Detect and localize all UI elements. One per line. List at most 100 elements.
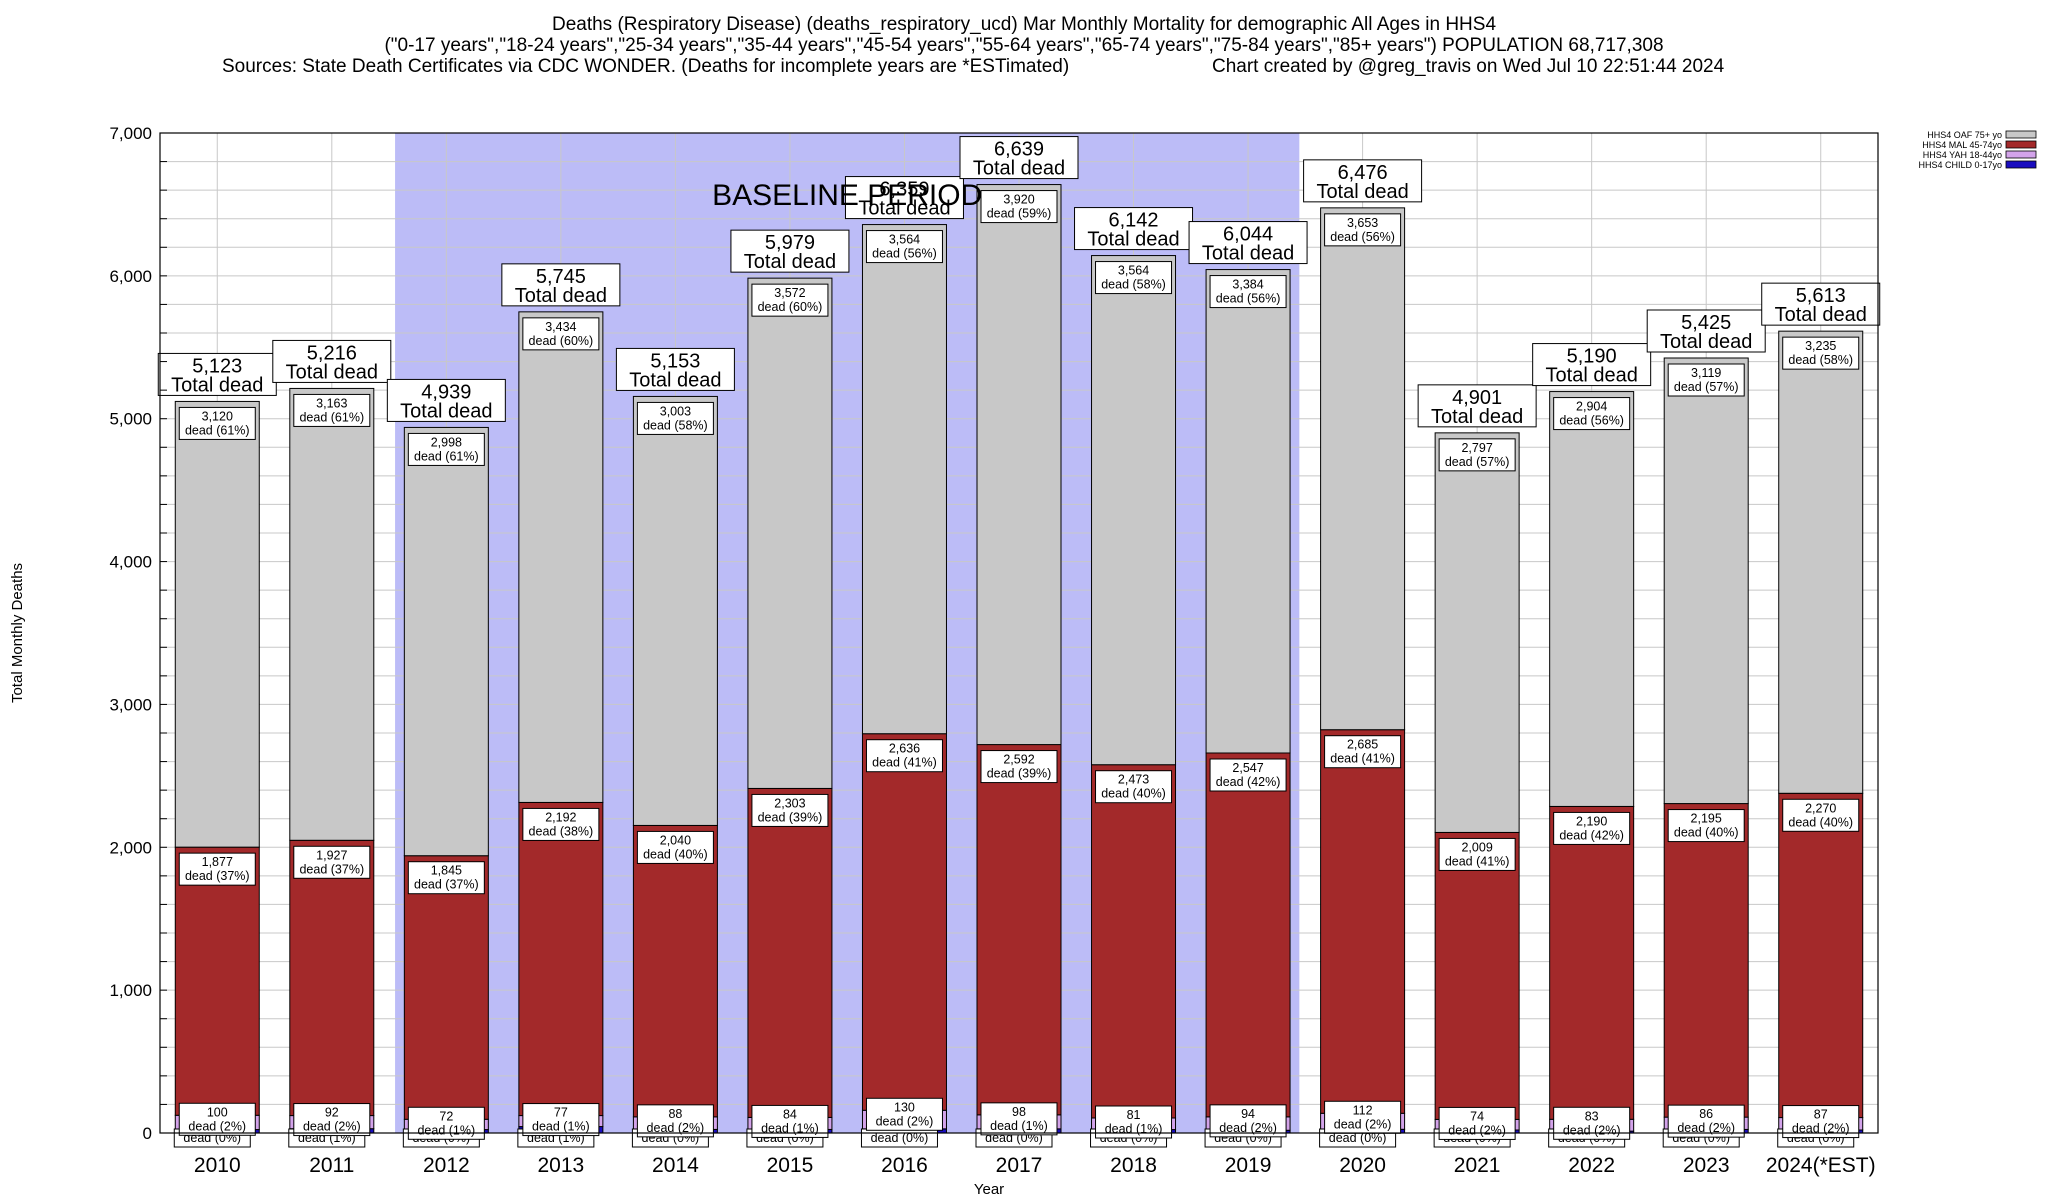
mal-label-value: 2,190: [1576, 814, 1607, 828]
y-tick-label: 3,000: [109, 695, 152, 714]
mal-label-share: dead (41%): [1330, 752, 1395, 766]
yah-label-box: [1553, 1106, 1631, 1140]
yah-label-box: [1209, 1104, 1287, 1138]
mal-label-box: [407, 861, 485, 895]
oaf-label-box: [1553, 397, 1631, 431]
bar-segment: [403, 855, 489, 1120]
total-suffix: Total dead: [973, 158, 1065, 180]
y-tick-label: 0: [143, 1124, 152, 1143]
oaf-label-value: 2,797: [1461, 441, 1492, 455]
bar-segment: [518, 311, 604, 803]
y-tick-label: 1,000: [109, 981, 152, 1000]
mal-label-value: 2,592: [1003, 753, 1034, 767]
x-tick-label: 2010: [194, 1154, 241, 1177]
mal-label-box: [1324, 735, 1402, 769]
mal-label-share: dead (40%): [643, 847, 708, 861]
bar-segment: [1434, 432, 1520, 833]
total-value: 5,979: [765, 232, 815, 254]
total-box: [1646, 309, 1766, 353]
chart-credit: Chart created by @greg_travis on Wed Jul…: [1212, 56, 1725, 77]
legend-label: HHS4 MAL 45-74yo: [1922, 140, 2002, 150]
legend-label: HHS4 CHILD 0-17yo: [1918, 160, 2002, 170]
total-suffix: Total dead: [515, 285, 607, 307]
child-label-share: dead (0%): [1329, 1131, 1387, 1145]
yah-label-share: dead (2%): [876, 1114, 934, 1128]
mal-label-share: dead (42%): [1216, 775, 1281, 789]
yah-label-share: dead (2%): [647, 1121, 705, 1135]
total-box: [1532, 343, 1652, 387]
yah-label-value: 98: [1012, 1105, 1026, 1119]
chart-title: Deaths (Respiratory Disease) (deaths_res…: [551, 14, 1497, 35]
x-tick-label: 2011: [309, 1154, 354, 1177]
x-tick-label: 2021: [1454, 1154, 1501, 1177]
oaf-label-value: 3,653: [1347, 216, 1378, 230]
mal-label-share: dead (42%): [1559, 828, 1624, 842]
bar-segment: [1091, 764, 1177, 1119]
legend-swatch: [2005, 150, 2037, 159]
oaf-label-share: dead (58%): [643, 418, 708, 432]
yah-label-box: [751, 1104, 829, 1138]
yah-label-value: 100: [207, 1105, 228, 1119]
bar-segment: [747, 277, 833, 789]
total-value: 5,190: [1567, 346, 1617, 368]
mal-label-box: [1095, 770, 1173, 804]
oaf-label-value: 3,003: [660, 404, 691, 418]
bar-segment: [976, 184, 1062, 746]
total-box: [844, 176, 964, 220]
axes-layer: 0 1,000 2,000 3,000 4,000 5,000 6,000 7,000 2010…: [9, 124, 1879, 1198]
yah-label-share: dead (1%): [761, 1121, 819, 1135]
mal-label-share: dead (40%): [1674, 826, 1739, 840]
plot-frame: [159, 132, 1879, 1134]
total-suffix: Total dead: [1431, 406, 1523, 428]
mal-label-value: 2,547: [1232, 761, 1263, 775]
yah-label-value: 130: [894, 1100, 915, 1114]
oaf-label-share: dead (56%): [1559, 414, 1624, 428]
total-suffix: Total dead: [286, 361, 378, 383]
bar-segment: [632, 395, 718, 826]
total-box: [1074, 207, 1194, 251]
yah-label-value: 81: [1127, 1108, 1141, 1122]
mal-label-box: [751, 793, 829, 827]
oaf-label-share: dead (56%): [1330, 230, 1395, 244]
bar-segment: [1320, 729, 1406, 1114]
oaf-label-value: 2,904: [1576, 400, 1607, 414]
mal-label-box: [636, 830, 714, 864]
yah-label-share: dead (1%): [532, 1120, 590, 1134]
yah-label-value: 83: [1585, 1109, 1599, 1123]
yah-label-share: dead (2%): [303, 1120, 361, 1134]
mal-label-share: dead (40%): [1101, 787, 1166, 801]
mal-label-value: 2,473: [1118, 773, 1149, 787]
bar-segment: [1549, 391, 1635, 807]
x-tick-label: 2020: [1339, 1154, 1386, 1177]
oaf-label-box: [980, 190, 1058, 224]
mal-label-value: 2,685: [1347, 738, 1378, 752]
bar-segment: [289, 387, 375, 841]
oaf-label-value: 3,572: [774, 286, 805, 300]
mal-label-share: dead (39%): [758, 810, 823, 824]
baseline-period-label: BASELINE PERIOD: [712, 179, 982, 212]
chart-sources: Sources: State Death Certificates via CD…: [222, 56, 1070, 77]
y-tick-label: 5,000: [109, 410, 152, 429]
bar-segment: [1778, 792, 1864, 1119]
yah-label-share: dead (2%): [1334, 1117, 1392, 1131]
yah-label-box: [293, 1103, 371, 1137]
oaf-label-value: 3,120: [202, 409, 233, 423]
oaf-label-box: [636, 401, 714, 435]
total-suffix: Total dead: [1775, 304, 1867, 326]
total-suffix: Total dead: [858, 198, 950, 220]
mal-label-box: [1438, 837, 1516, 871]
bar-segment: [1091, 255, 1177, 766]
total-value: 5,123: [192, 355, 242, 377]
total-value: 4,901: [1452, 387, 1502, 409]
total-box: [959, 136, 1079, 180]
yah-label-box: [407, 1106, 485, 1140]
yah-label-share: dead (1%): [1105, 1122, 1163, 1136]
legend-label: HHS4 YAH 18-44yo: [1923, 150, 2002, 160]
mal-label-value: 1,927: [316, 848, 347, 862]
total-box: [730, 229, 850, 273]
legend-swatch: [2005, 130, 2037, 139]
oaf-label-box: [865, 230, 943, 264]
oaf-label-share: dead (60%): [529, 334, 594, 348]
oaf-label-share: dead (58%): [1788, 353, 1853, 367]
yah-label-share: dead (2%): [1563, 1123, 1621, 1137]
